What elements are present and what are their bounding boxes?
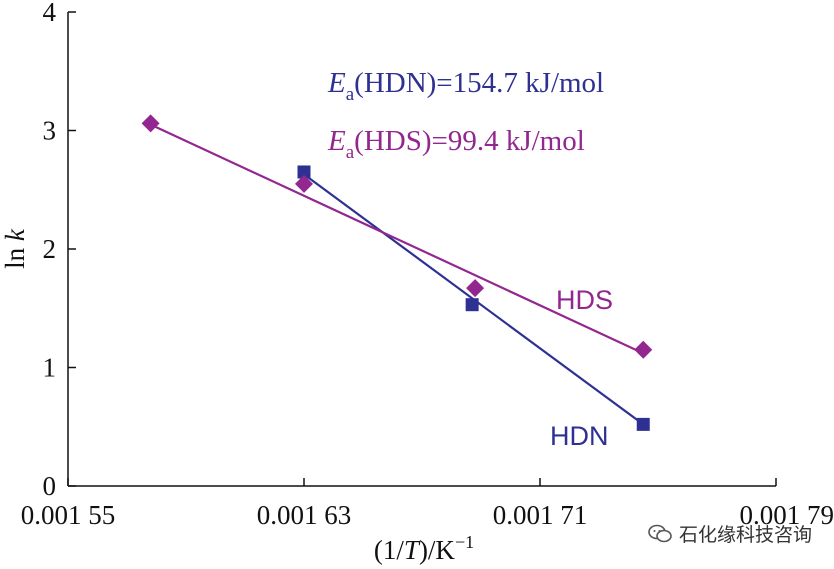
- y-axis-label-k: k: [0, 228, 30, 241]
- fit-line-hds: [150, 123, 644, 355]
- annotation-hdn-rest: (HDN)=154.7 kJ/mol: [354, 67, 604, 99]
- wechat-icon: [648, 524, 672, 542]
- y-tick-label: 4: [43, 0, 57, 27]
- y-axis-label-ln: ln: [0, 241, 30, 269]
- annotation-hds-e: E: [327, 125, 346, 157]
- x-tick-label: 0.001 79: [740, 500, 834, 530]
- markers: [141, 114, 653, 431]
- annotation-hdn-sub: a: [346, 84, 355, 105]
- y-axis-label: ln k: [0, 228, 30, 269]
- ticks: 0.001 55 0.001 63 0.001 71 0.001 79 0 1 2 3 4: [21, 0, 834, 530]
- y-tick-label: 3: [43, 116, 57, 146]
- point-hds: [634, 340, 653, 359]
- annotation-hdn-e: E: [327, 67, 346, 99]
- y-tick-label: 2: [43, 234, 57, 264]
- y-tick-label: 0: [43, 471, 57, 501]
- fit-lines: [150, 123, 644, 426]
- point-hdn: [465, 298, 479, 312]
- point-hds: [295, 174, 313, 193]
- x-tick-label: 0.001 63: [257, 500, 352, 530]
- point-hdn: [636, 417, 650, 431]
- x-tick-label: 0.001 55: [21, 500, 116, 530]
- series-label-hds: HDS: [556, 285, 613, 315]
- watermark: 石化缘科技咨询: [647, 520, 812, 547]
- annotation-hds: Ea(HDS)=99.4 kJ/mol: [327, 125, 585, 163]
- point-hds: [466, 279, 485, 298]
- annotation-hds-rest: (HDS)=99.4 kJ/mol: [354, 125, 585, 157]
- y-tick-label: 1: [43, 353, 57, 383]
- point-hds: [141, 114, 160, 133]
- annotation-hds-sub: a: [346, 142, 355, 163]
- x-tick-label: 0.001 71: [493, 500, 588, 530]
- series-label-hdn: HDN: [550, 421, 609, 451]
- point-hdn: [297, 165, 311, 179]
- x-axis-label: (1/T)/K−1: [374, 532, 474, 565]
- watermark-text: 石化缘科技咨询: [678, 524, 812, 546]
- annotation-hdn: Ea(HDN)=154.7 kJ/mol: [327, 67, 604, 105]
